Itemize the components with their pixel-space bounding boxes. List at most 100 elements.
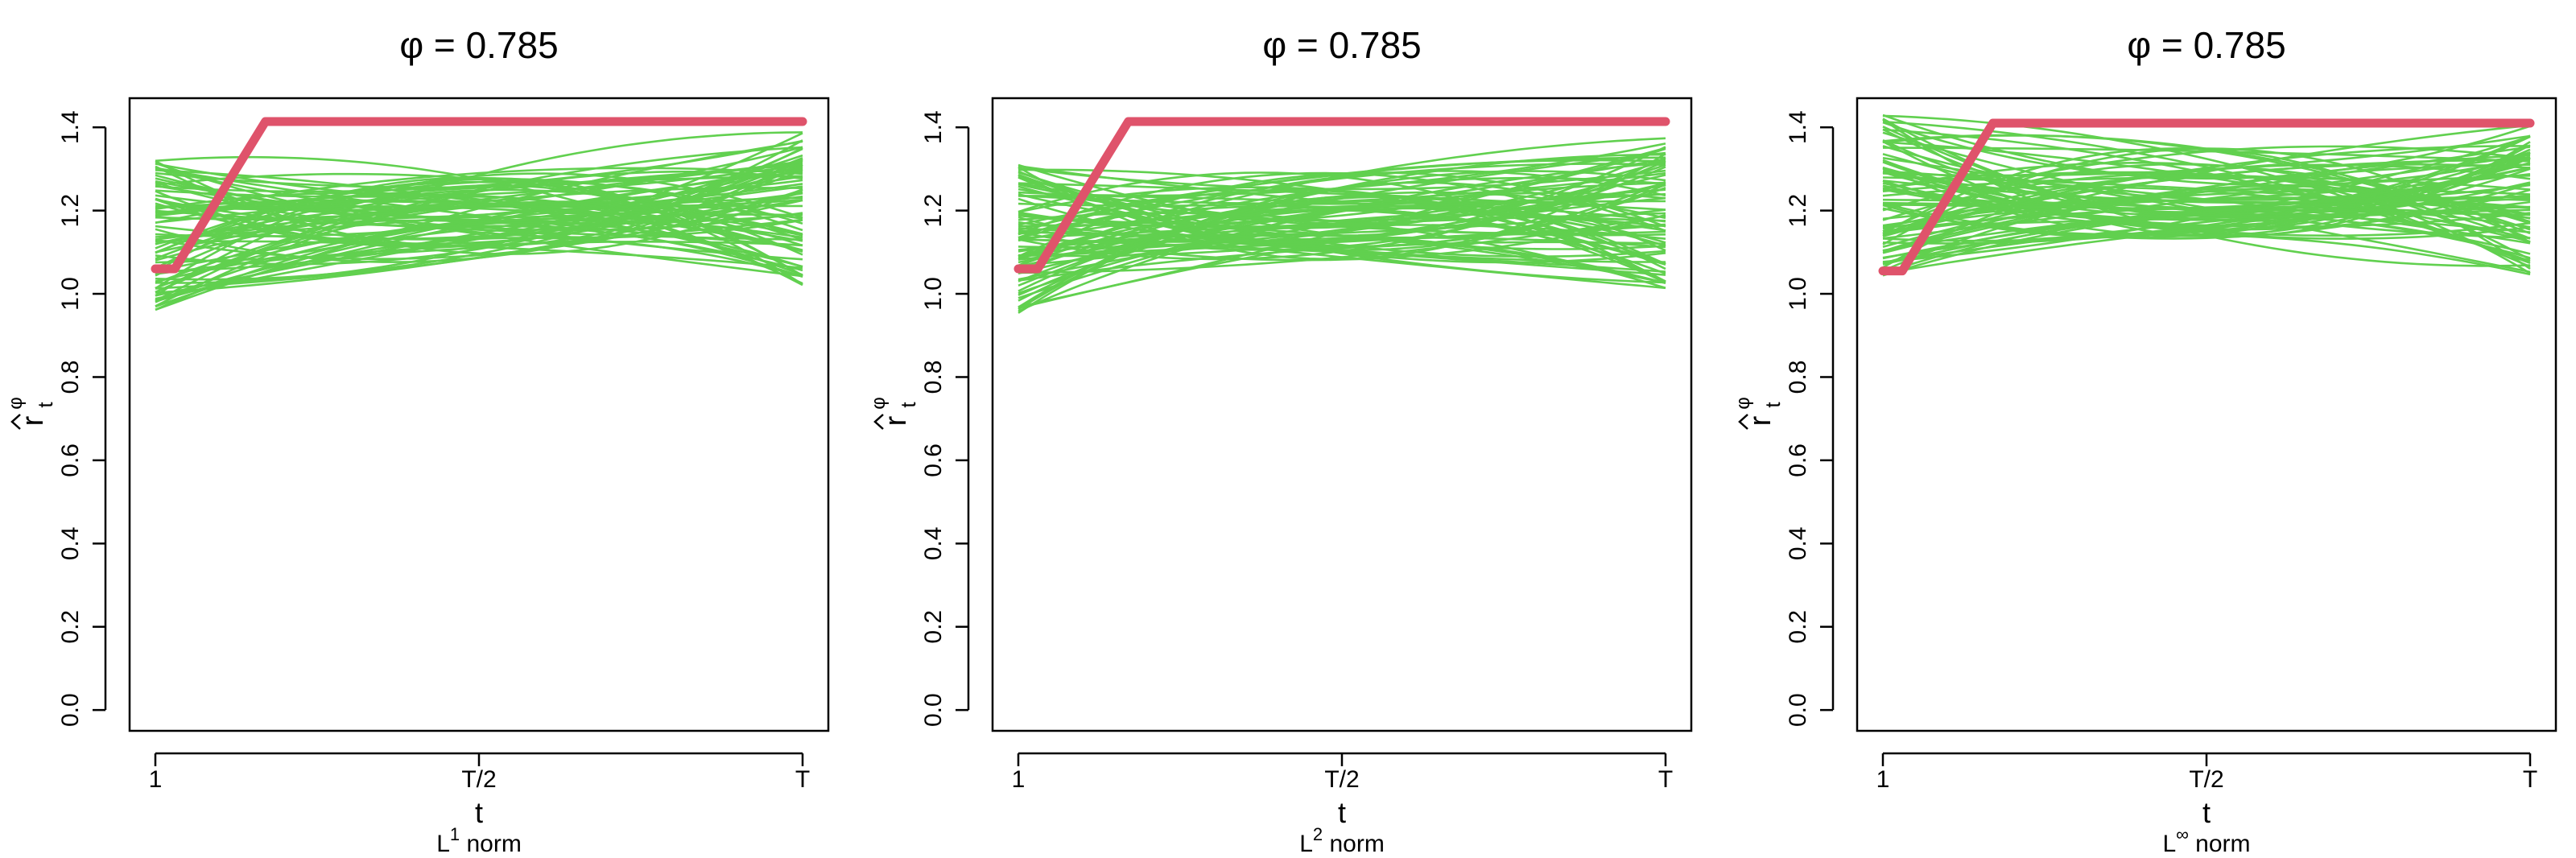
y-tick-label: 1.4 xyxy=(57,110,84,144)
chart-title: φ = 0.785 xyxy=(1262,24,1421,66)
simulated-series-line xyxy=(1018,160,1666,251)
simulated-series-line xyxy=(1018,204,1666,283)
simulated-series-line xyxy=(1018,212,1666,239)
norm-caption: L2 norm xyxy=(1299,824,1385,857)
y-tick-label: 0.4 xyxy=(920,526,947,560)
simulated-series-line xyxy=(1882,146,2531,235)
plot-frame xyxy=(1856,97,2557,732)
y-tick-label: 0.8 xyxy=(1785,361,1811,394)
norm-caption-base: L xyxy=(1299,831,1313,857)
simulated-series-line xyxy=(155,167,803,217)
y-axis-label: r tφ xyxy=(5,397,57,430)
norm-caption-base: L xyxy=(436,831,450,857)
norm-caption-base: L xyxy=(2162,831,2176,857)
simulated-series-line xyxy=(1018,196,1666,311)
x-tick-label: T/2 xyxy=(1324,766,1359,793)
x-tick-label: T xyxy=(795,766,810,793)
simulated-series-line xyxy=(1882,161,2531,245)
y-tick-label: 0.4 xyxy=(1785,526,1811,560)
y-tick-label: 0.6 xyxy=(920,443,947,477)
simulated-series-line xyxy=(155,205,803,239)
y-tick-label: 0.2 xyxy=(57,610,84,644)
simulated-series-line xyxy=(1018,238,1666,273)
y-axis-label-main: r xyxy=(16,415,50,426)
simulated-series-line xyxy=(1018,146,1666,244)
y-tick-label: 0.0 xyxy=(920,693,947,727)
simulated-series-group xyxy=(155,131,803,311)
y-axis-label-subscript: t xyxy=(896,402,920,408)
norm-caption-rest: norm xyxy=(2189,831,2251,857)
simulated-series-line xyxy=(1882,208,2531,277)
simulated-series-line xyxy=(155,176,803,286)
norm-caption-superscript: ∞ xyxy=(2176,824,2189,844)
simulated-series-line xyxy=(1882,154,2531,240)
simulated-series-line xyxy=(1882,135,2531,263)
simulated-series-line xyxy=(155,158,803,248)
y-tick-label: 0.0 xyxy=(1785,693,1811,727)
y-tick-label: 0.2 xyxy=(920,610,947,644)
simulated-series-line xyxy=(1882,147,2531,270)
y-tick-label: 0.0 xyxy=(57,693,84,727)
simulated-series-line xyxy=(1018,214,1666,274)
simulated-series-group xyxy=(1018,137,1666,314)
y-tick-label: 0.4 xyxy=(57,526,84,560)
simulated-series-line xyxy=(155,156,803,281)
x-tick-label: 1 xyxy=(149,766,163,793)
y-tick-label: 1.0 xyxy=(57,277,84,311)
y-tick-label: 1.0 xyxy=(920,277,947,311)
simulated-series-line xyxy=(1018,152,1666,261)
y-tick-label: 1.2 xyxy=(57,194,84,228)
simulated-series-line xyxy=(1882,167,2531,240)
panel-left: 0.00.20.40.60.81.01.21.41 T/2 Tφ = 0.785tL… xyxy=(5,24,830,857)
hat-accent xyxy=(10,414,21,430)
simulated-series-line xyxy=(1882,121,2531,180)
simulated-series-line xyxy=(155,196,803,273)
y-axis-label-superscript: φ xyxy=(868,397,890,410)
simulated-series-line xyxy=(155,217,803,311)
simulated-series-line xyxy=(155,163,803,198)
y-axis-label-subscript: t xyxy=(1761,402,1785,408)
y-axis-label-superscript: φ xyxy=(5,397,27,410)
y-tick-label: 0.2 xyxy=(1785,610,1811,644)
y-tick-label: 0.6 xyxy=(57,443,84,477)
x-tick-label: 1 xyxy=(1012,766,1026,793)
y-tick-label: 1.0 xyxy=(1785,277,1811,311)
simulated-series-line xyxy=(155,146,803,284)
simulated-series-line xyxy=(155,175,803,238)
x-tick-label: T/2 xyxy=(2189,766,2223,793)
norm-caption-rest: norm xyxy=(1323,831,1385,857)
simulated-series-line xyxy=(1882,113,2531,187)
y-tick-label: 0.8 xyxy=(57,361,84,394)
simulated-series-line xyxy=(155,167,803,261)
highlight-series-line xyxy=(1013,117,1670,274)
plot-frame xyxy=(128,97,830,732)
simulated-series-line xyxy=(1882,156,2531,221)
y-tick-label: 1.4 xyxy=(920,110,947,144)
simulated-series-line xyxy=(155,160,803,189)
simulated-series-line xyxy=(155,213,803,283)
simulated-series-line xyxy=(1018,156,1666,261)
y-axis-label-subscript: t xyxy=(33,402,57,408)
plot-frame xyxy=(991,97,1693,732)
simulated-series-line xyxy=(1018,163,1666,229)
simulated-series-line xyxy=(1018,171,1666,207)
simulated-series-line xyxy=(1018,168,1666,266)
simulated-series-line xyxy=(1018,224,1666,258)
y-axis-label-main: r xyxy=(879,415,913,426)
y-tick-label: 1.2 xyxy=(1785,194,1811,228)
x-axis-label: t xyxy=(2202,796,2211,829)
hat-accent xyxy=(1738,414,1748,430)
panel-middle: 0.0 0.2 0.4 0.6 0.8 1.0 1.2 1.4 1 T/2 Tφ = 0.785 t L… xyxy=(868,24,1693,857)
simulated-series-line xyxy=(1018,212,1666,289)
y-tick-label: 0.6 xyxy=(1785,443,1811,477)
x-tick-label: T xyxy=(1658,766,1673,793)
y-tick-label: 1.2 xyxy=(920,194,947,228)
x-tick-label: T/2 xyxy=(461,766,496,793)
simulated-series-line xyxy=(155,184,803,278)
simulated-series-line xyxy=(1882,203,2531,260)
y-axis-label: r tφ xyxy=(868,397,920,430)
norm-caption: L∞ norm xyxy=(2162,824,2250,857)
y-tick-label: 0.8 xyxy=(920,361,947,394)
simulated-series-line xyxy=(1882,124,2531,248)
norm-caption-superscript: 2 xyxy=(1313,824,1323,844)
